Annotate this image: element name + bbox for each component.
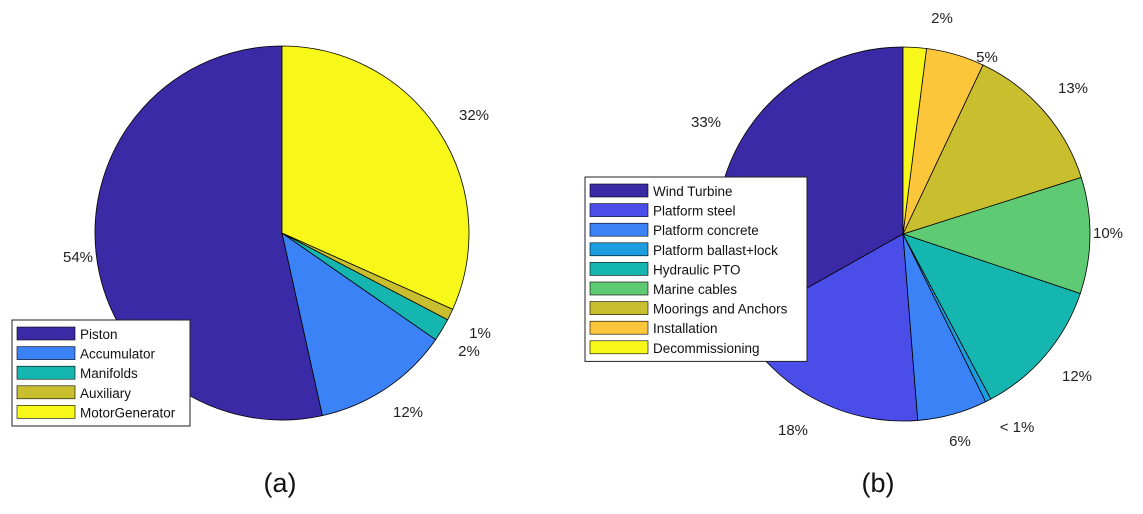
pie-slice-moorings-and-anchors xyxy=(902,64,1082,235)
slice-label: 6% xyxy=(949,433,971,450)
legend-entry: Manifolds xyxy=(80,366,138,381)
legend-swatch xyxy=(589,301,649,315)
legend-swatch xyxy=(589,183,649,198)
legend: Wind Turbine Platform steel Platform concr… xyxy=(584,176,808,362)
legend-entry: Platform steel xyxy=(653,204,736,219)
legend-swatch xyxy=(589,203,649,217)
legend-swatch xyxy=(16,326,76,341)
slice-label: 2% xyxy=(931,10,953,27)
slice-label: 5% xyxy=(976,49,998,66)
legend-entry: Hydraulic PTO xyxy=(653,262,741,277)
legend: Piston Accumulator Manifolds Auxiliary Motor… xyxy=(11,319,191,427)
legend-swatch xyxy=(589,340,649,355)
legend-swatch xyxy=(16,365,76,380)
legend-swatch xyxy=(16,385,76,400)
slice-label: 54% xyxy=(63,249,93,266)
caption-b: (b) xyxy=(862,468,895,498)
slice-label: 32% xyxy=(459,107,489,124)
legend-entry: MotorGenerator xyxy=(80,405,176,420)
legend-entry: Piston xyxy=(80,327,118,342)
slice-label: 33% xyxy=(691,114,721,131)
legend-entry: Platform concrete xyxy=(653,223,759,238)
slice-label: < 1% xyxy=(1000,419,1035,436)
pie-slice-motorgenerator xyxy=(281,45,470,310)
slice-label: 18% xyxy=(778,422,808,439)
legend-swatch xyxy=(589,262,649,276)
legend-swatch xyxy=(589,320,649,335)
pie-slice-decommissioning xyxy=(902,46,927,235)
legend-swatch xyxy=(589,281,649,296)
pie-chart-b: 33% 18% 6% < 1% 12% 10% 13% 5% 2% Wind Turbine Pla… xyxy=(584,10,1123,450)
caption-a: (a) xyxy=(264,468,297,498)
legend-swatch xyxy=(589,222,649,237)
legend-entry: Platform ballast+lock xyxy=(653,243,778,258)
slice-label: 1% xyxy=(469,325,491,342)
legend-swatch xyxy=(16,346,76,360)
legend-entry: Decommissioning xyxy=(653,341,760,356)
legend-entry: Moorings and Anchors xyxy=(653,302,788,317)
legend-entry: Wind Turbine xyxy=(653,184,733,199)
slice-label: 10% xyxy=(1093,225,1123,242)
pie-slice-accumulator xyxy=(281,232,437,417)
slice-label: 2% xyxy=(458,343,480,360)
pie-slice-hydraulic-pto xyxy=(902,233,1081,400)
legend-entry: Auxiliary xyxy=(80,386,131,401)
slice-label: 13% xyxy=(1058,80,1088,97)
pie-slice-marine-cables xyxy=(901,176,1091,294)
legend-entry: Accumulator xyxy=(80,347,156,362)
slice-label: 12% xyxy=(393,404,423,421)
legend-swatch xyxy=(16,405,76,419)
legend-swatch xyxy=(589,242,649,257)
legend-entry: Installation xyxy=(653,321,718,336)
pie-chart-a: 54% 12% 2%1% 32% Piston Accumulator Manifolds A… xyxy=(11,45,491,427)
slice-label: 12% xyxy=(1062,368,1092,385)
legend-entry: Marine cables xyxy=(653,282,737,297)
